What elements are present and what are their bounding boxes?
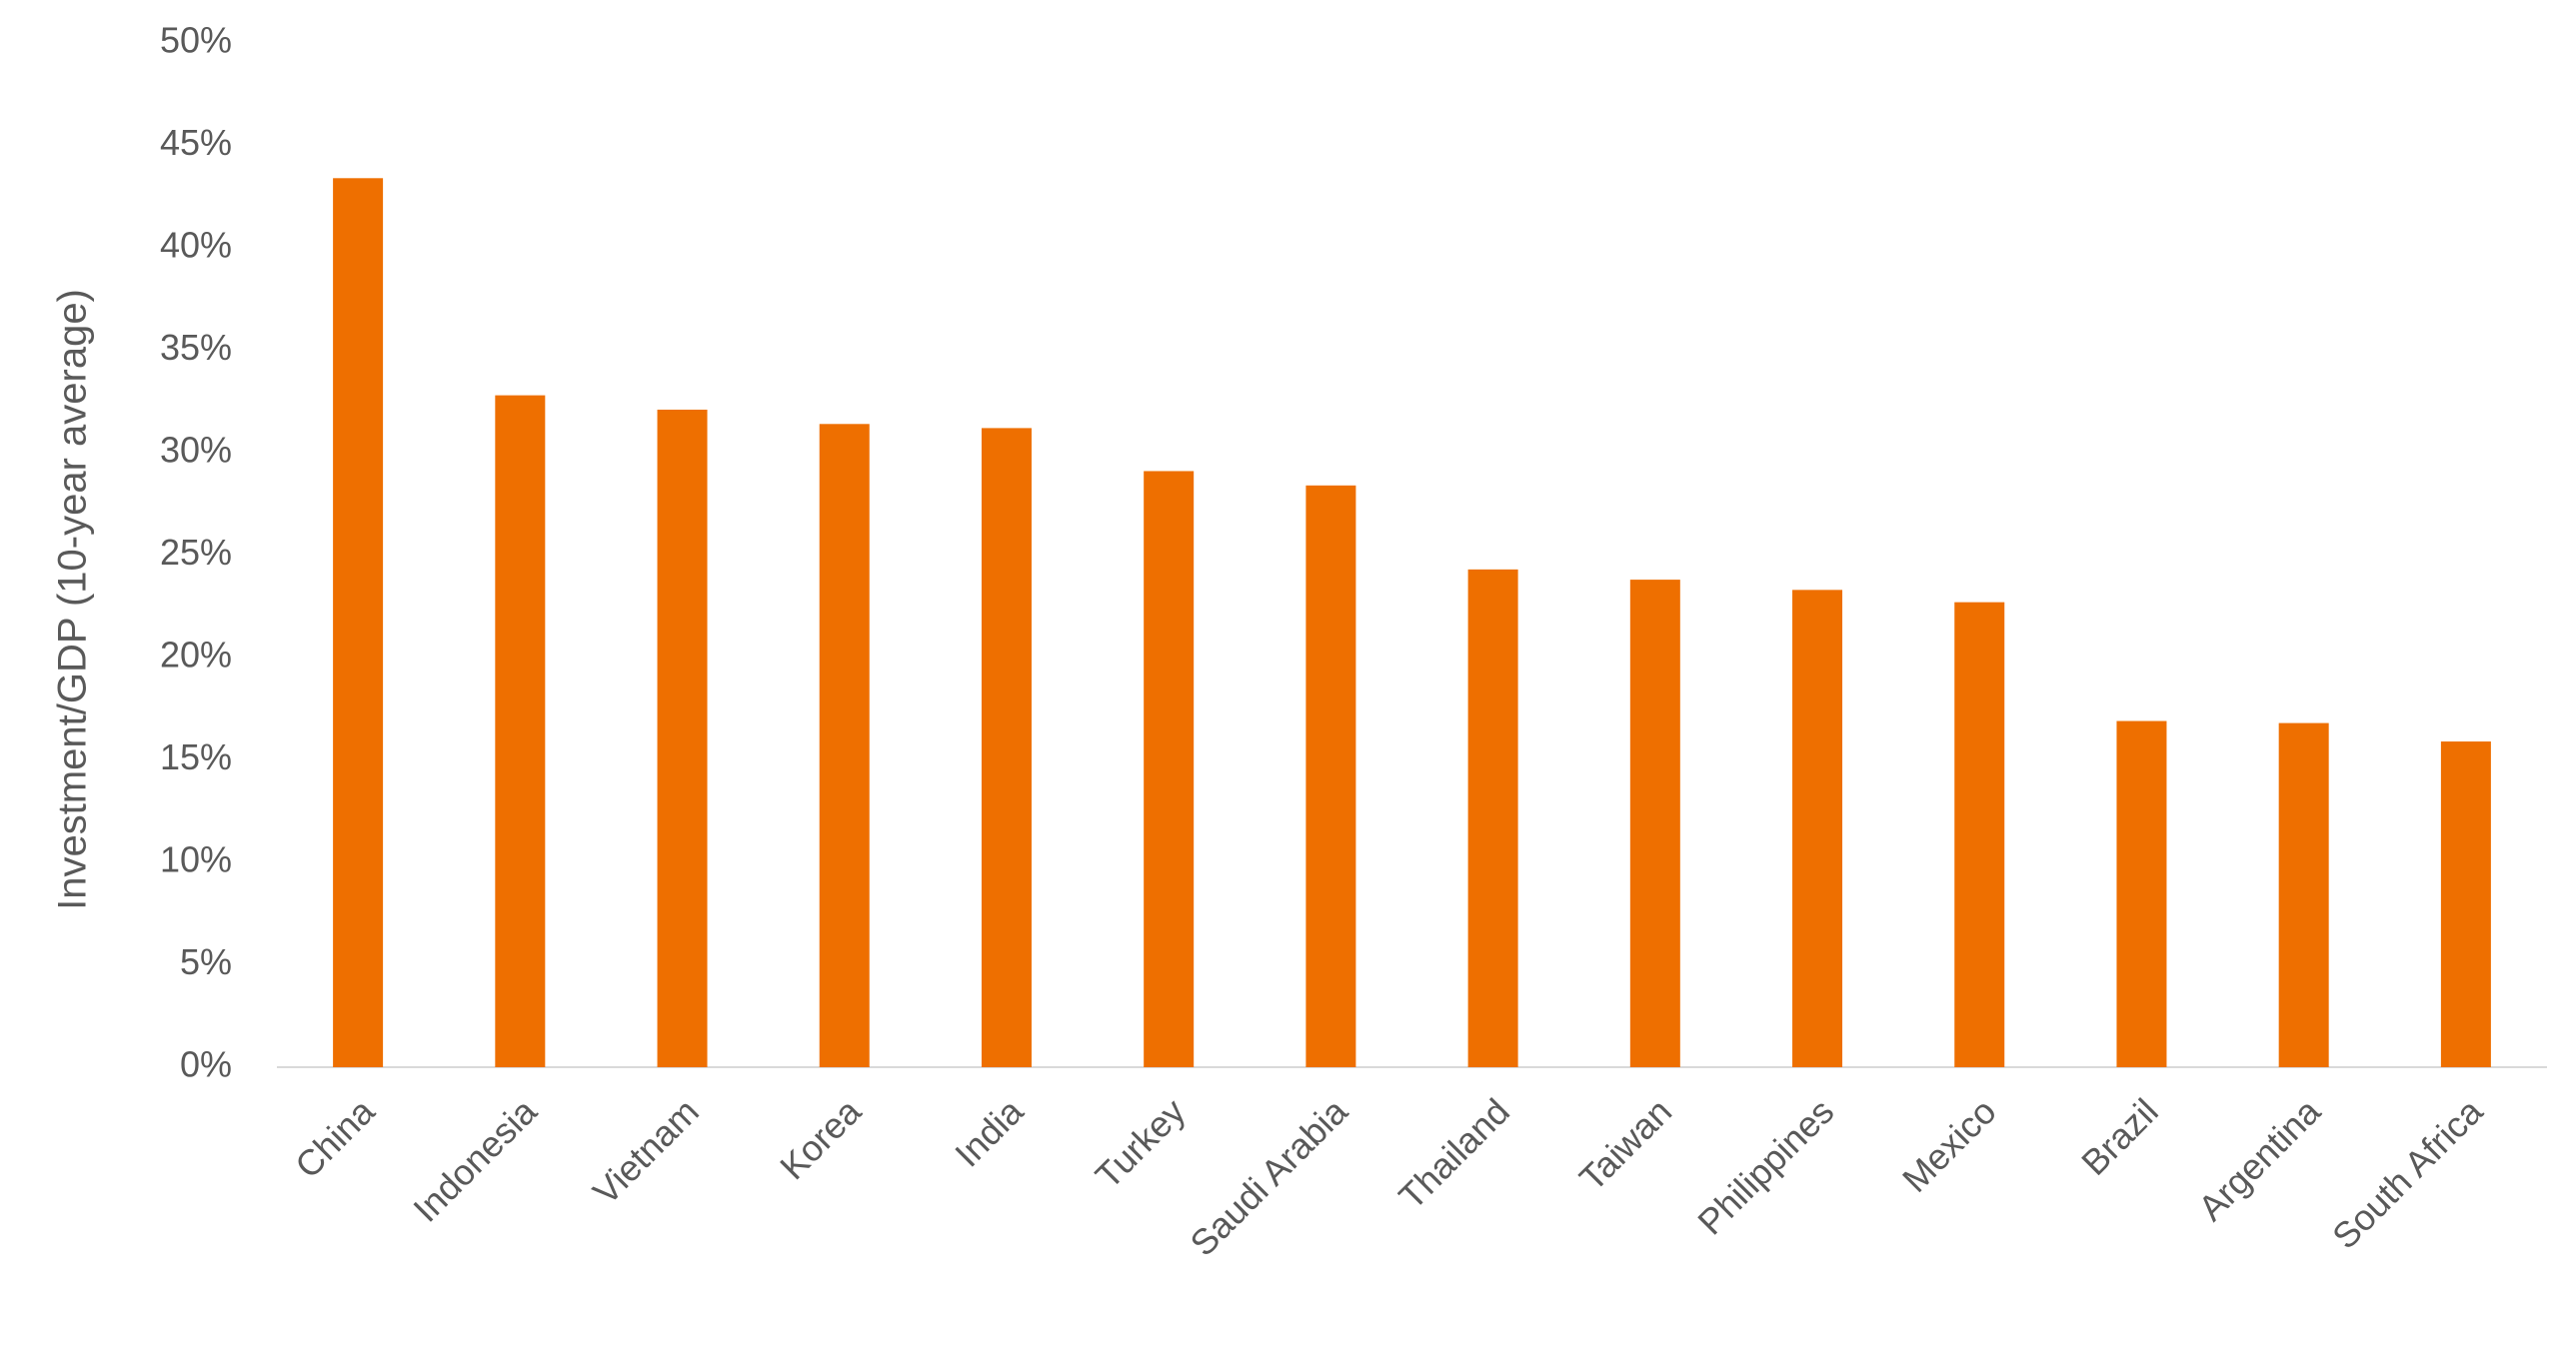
- x-tick-label: Turkey: [1088, 1090, 1194, 1196]
- x-tick-label: Saudi Arabia: [1182, 1090, 1355, 1264]
- bar: [1467, 569, 1518, 1067]
- bar: [657, 409, 708, 1067]
- bar: [333, 178, 384, 1068]
- bar: [495, 395, 546, 1068]
- y-tick-label: 25%: [160, 532, 232, 573]
- x-tick-label: Argentina: [2190, 1090, 2329, 1229]
- y-tick-label: 45%: [160, 122, 232, 163]
- bar: [2440, 741, 2491, 1067]
- x-tick-label: South Africa: [2324, 1090, 2491, 1257]
- bar: [981, 428, 1032, 1067]
- y-tick-label: 35%: [160, 327, 232, 368]
- y-tick-label: 30%: [160, 430, 232, 471]
- y-tick-label: 40%: [160, 225, 232, 266]
- y-tick-label: 0%: [180, 1044, 232, 1085]
- y-tick-label: 5%: [180, 941, 232, 982]
- x-tick-label: Taiwan: [1571, 1090, 1679, 1198]
- x-tick-label: Indonesia: [405, 1090, 545, 1230]
- bar: [1792, 590, 1843, 1067]
- x-tick-label: India: [947, 1090, 1032, 1175]
- bar: [2278, 722, 2329, 1067]
- bar: [1629, 580, 1680, 1067]
- x-tick-label: Brazil: [2073, 1090, 2166, 1183]
- y-tick-label: 50%: [160, 20, 232, 61]
- y-tick-label: 20%: [160, 635, 232, 676]
- y-axis-title: Investment/GDP (10-year average): [51, 289, 95, 910]
- y-tick-label: 15%: [160, 736, 232, 777]
- x-tick-label: Vietnam: [585, 1090, 707, 1212]
- x-tick-label: Mexico: [1894, 1090, 2004, 1200]
- bar: [2116, 720, 2167, 1067]
- x-tick-label: Philippines: [1689, 1090, 1841, 1242]
- bar: [1305, 485, 1356, 1067]
- x-tick-label: China: [287, 1090, 383, 1186]
- bar: [1144, 471, 1195, 1067]
- bar: [819, 424, 870, 1067]
- x-tick-label: Thailand: [1390, 1090, 1517, 1217]
- x-tick-label: Korea: [772, 1090, 870, 1188]
- y-tick-label: 10%: [160, 839, 232, 880]
- bar: [1954, 602, 2005, 1067]
